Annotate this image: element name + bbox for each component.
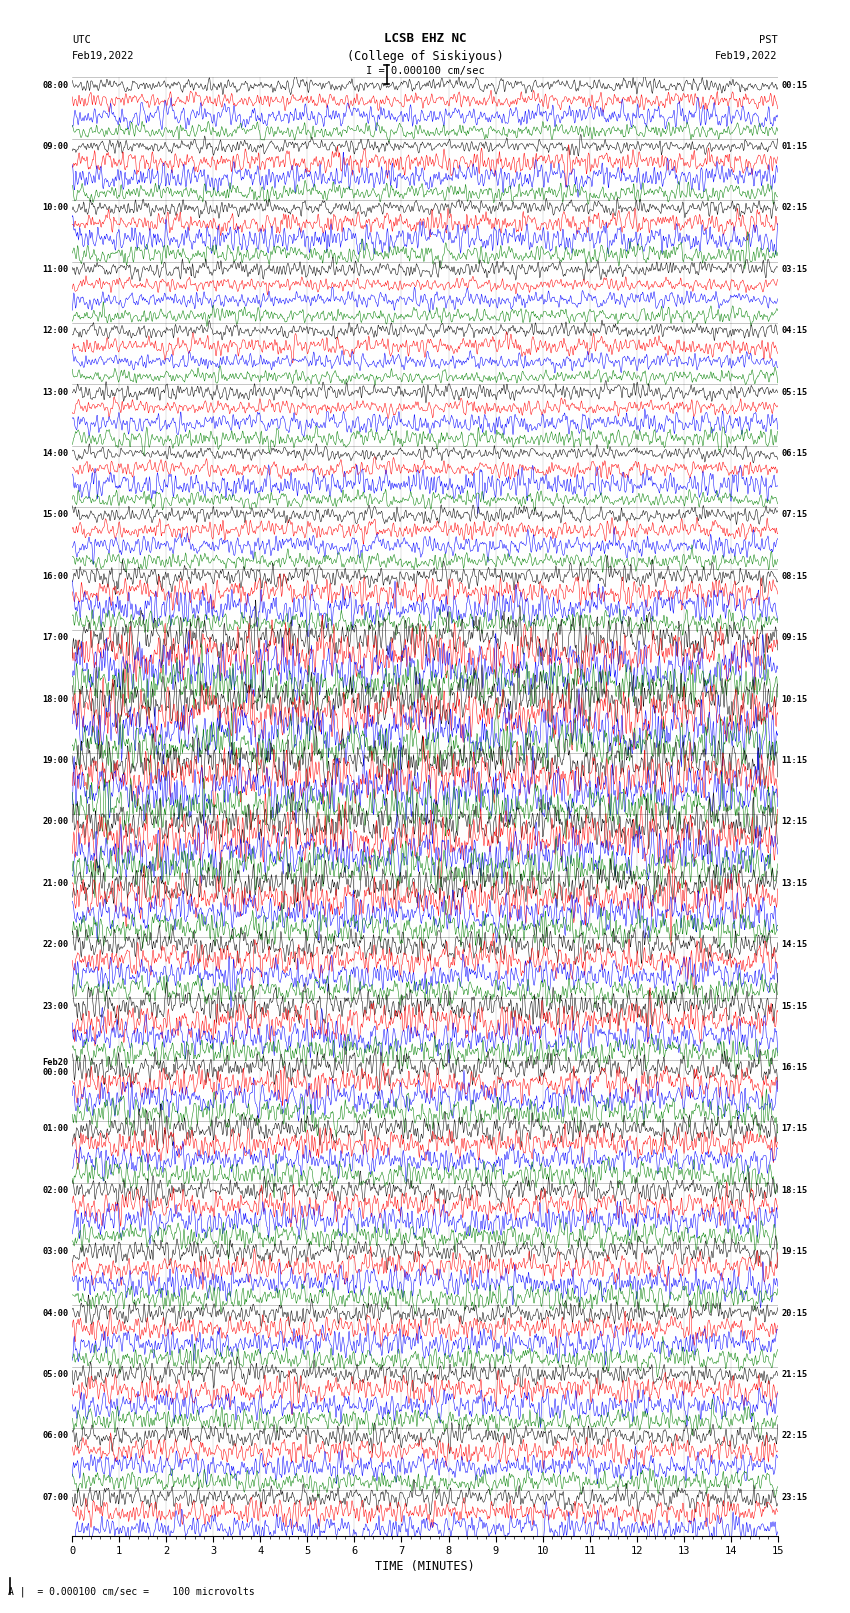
Text: 11:00: 11:00 bbox=[42, 265, 69, 274]
Text: 06:00: 06:00 bbox=[42, 1431, 69, 1440]
Text: 17:15: 17:15 bbox=[781, 1124, 807, 1134]
Text: 23:00: 23:00 bbox=[42, 1002, 69, 1010]
Text: 15:15: 15:15 bbox=[781, 1002, 807, 1010]
Text: 10:15: 10:15 bbox=[781, 695, 807, 703]
Text: I = 0.000100 cm/sec: I = 0.000100 cm/sec bbox=[366, 66, 484, 76]
Text: 02:15: 02:15 bbox=[781, 203, 807, 213]
Text: 02:00: 02:00 bbox=[42, 1186, 69, 1195]
Text: 07:15: 07:15 bbox=[781, 510, 807, 519]
Text: 21:00: 21:00 bbox=[42, 879, 69, 887]
Text: 10:00: 10:00 bbox=[42, 203, 69, 213]
Text: 20:15: 20:15 bbox=[781, 1308, 807, 1318]
Text: 04:00: 04:00 bbox=[42, 1308, 69, 1318]
Text: 03:15: 03:15 bbox=[781, 265, 807, 274]
Text: 17:00: 17:00 bbox=[42, 634, 69, 642]
Text: 05:00: 05:00 bbox=[42, 1369, 69, 1379]
Text: 16:00: 16:00 bbox=[42, 571, 69, 581]
Text: 12:15: 12:15 bbox=[781, 818, 807, 826]
Text: 04:15: 04:15 bbox=[781, 326, 807, 336]
Text: 06:15: 06:15 bbox=[781, 448, 807, 458]
Text: LCSB EHZ NC: LCSB EHZ NC bbox=[383, 32, 467, 45]
Text: 09:00: 09:00 bbox=[42, 142, 69, 152]
Text: 16:15: 16:15 bbox=[781, 1063, 807, 1073]
Text: 13:15: 13:15 bbox=[781, 879, 807, 887]
Text: A |  = 0.000100 cm/sec =    100 microvolts: A | = 0.000100 cm/sec = 100 microvolts bbox=[8, 1586, 255, 1597]
Text: (College of Siskiyous): (College of Siskiyous) bbox=[347, 50, 503, 63]
Text: 01:15: 01:15 bbox=[781, 142, 807, 152]
Text: Feb19,2022: Feb19,2022 bbox=[715, 52, 778, 61]
Text: 14:15: 14:15 bbox=[781, 940, 807, 948]
Text: 12:00: 12:00 bbox=[42, 326, 69, 336]
Text: 21:15: 21:15 bbox=[781, 1369, 807, 1379]
Text: 20:00: 20:00 bbox=[42, 818, 69, 826]
Text: PST: PST bbox=[759, 35, 778, 45]
Text: 19:00: 19:00 bbox=[42, 756, 69, 765]
Text: 11:15: 11:15 bbox=[781, 756, 807, 765]
Text: 00:15: 00:15 bbox=[781, 81, 807, 90]
Text: 18:15: 18:15 bbox=[781, 1186, 807, 1195]
Text: 22:00: 22:00 bbox=[42, 940, 69, 948]
Text: UTC: UTC bbox=[72, 35, 91, 45]
Text: 23:15: 23:15 bbox=[781, 1492, 807, 1502]
Text: 19:15: 19:15 bbox=[781, 1247, 807, 1257]
Text: 05:15: 05:15 bbox=[781, 387, 807, 397]
Text: 03:00: 03:00 bbox=[42, 1247, 69, 1257]
Text: 08:00: 08:00 bbox=[42, 81, 69, 90]
Text: 08:15: 08:15 bbox=[781, 571, 807, 581]
Text: 22:15: 22:15 bbox=[781, 1431, 807, 1440]
Text: Feb19,2022: Feb19,2022 bbox=[72, 52, 135, 61]
Text: 18:00: 18:00 bbox=[42, 695, 69, 703]
X-axis label: TIME (MINUTES): TIME (MINUTES) bbox=[375, 1560, 475, 1573]
Text: Feb20
00:00: Feb20 00:00 bbox=[42, 1058, 69, 1077]
Text: 09:15: 09:15 bbox=[781, 634, 807, 642]
Text: 14:00: 14:00 bbox=[42, 448, 69, 458]
Text: 15:00: 15:00 bbox=[42, 510, 69, 519]
Text: 13:00: 13:00 bbox=[42, 387, 69, 397]
Text: 01:00: 01:00 bbox=[42, 1124, 69, 1134]
Text: 07:00: 07:00 bbox=[42, 1492, 69, 1502]
